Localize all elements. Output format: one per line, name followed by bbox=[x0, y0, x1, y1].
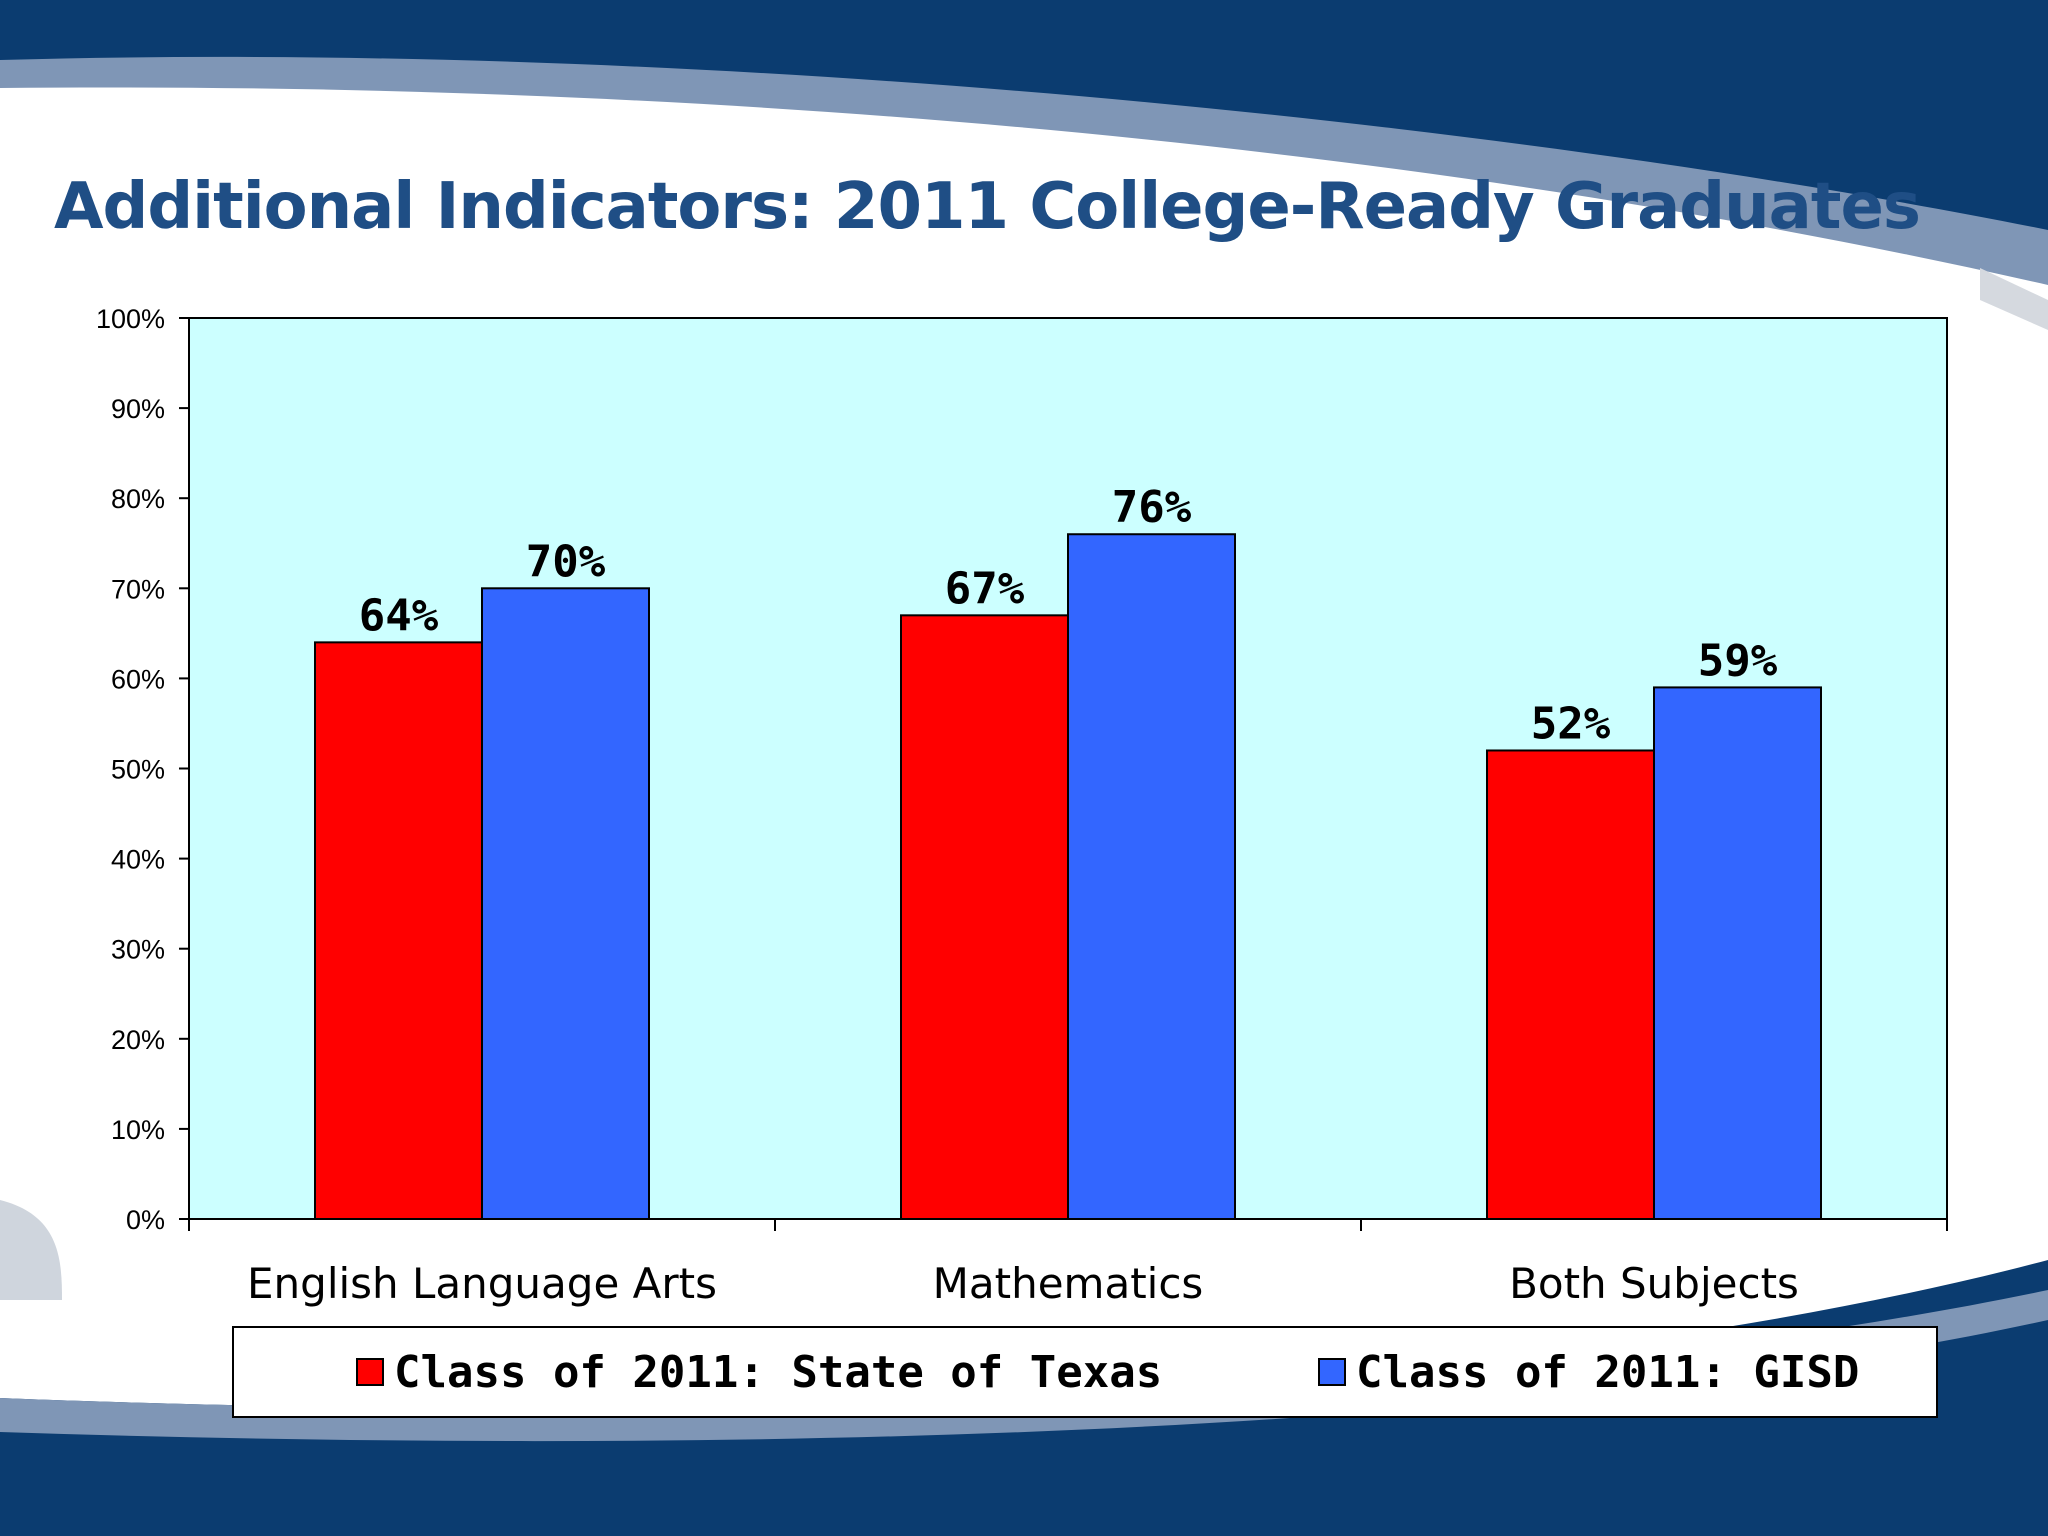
x-axis-category-label: English Language Arts bbox=[247, 1259, 717, 1308]
bar-data-label: 67% bbox=[945, 563, 1025, 614]
bar-data-label: 76% bbox=[1112, 482, 1192, 533]
legend-swatch-gisd bbox=[1318, 1358, 1346, 1386]
bar-data-label: 59% bbox=[1698, 635, 1778, 686]
x-axis-category-label: Mathematics bbox=[933, 1259, 1204, 1308]
bar bbox=[1067, 533, 1236, 1220]
y-axis-tick-label: 30% bbox=[111, 935, 165, 965]
bar bbox=[1486, 749, 1655, 1220]
y-axis-tick-label: 50% bbox=[111, 755, 165, 785]
bar bbox=[900, 614, 1069, 1220]
legend-item-gisd: Class of 2011: GISD bbox=[1318, 1328, 1859, 1416]
bar-data-label: 64% bbox=[359, 590, 439, 641]
side-accent bbox=[1980, 268, 2048, 330]
y-axis-tick-label: 90% bbox=[111, 394, 165, 424]
legend-swatch-state bbox=[356, 1358, 384, 1386]
bar bbox=[1653, 686, 1822, 1220]
y-axis-tick-label: 80% bbox=[111, 484, 165, 514]
y-axis-tick-label: 10% bbox=[111, 1115, 165, 1145]
left-accent bbox=[0, 1200, 62, 1300]
bar bbox=[481, 587, 650, 1220]
y-axis-tick-label: 20% bbox=[111, 1025, 165, 1055]
y-axis-tick-label: 60% bbox=[111, 664, 165, 694]
y-axis-tick-label: 70% bbox=[111, 574, 165, 604]
legend-label-state: Class of 2011: State of Texas bbox=[394, 1346, 1163, 1398]
bar-data-label: 70% bbox=[526, 536, 606, 587]
slide-title: Additional Indicators: 2011 College-Read… bbox=[54, 170, 1921, 244]
bar-data-label: 52% bbox=[1531, 698, 1611, 749]
bar bbox=[314, 641, 483, 1220]
chart-legend: Class of 2011: State of Texas Class of 2… bbox=[232, 1326, 1938, 1418]
y-axis-tick-label: 40% bbox=[111, 845, 165, 875]
y-axis-tick-label: 0% bbox=[126, 1205, 165, 1235]
legend-label-gisd: Class of 2011: GISD bbox=[1356, 1346, 1860, 1398]
x-axis-category-label: Both Subjects bbox=[1509, 1259, 1799, 1308]
legend-item-state: Class of 2011: State of Texas bbox=[356, 1328, 1162, 1416]
y-axis-tick-label: 100% bbox=[96, 304, 165, 334]
plot-area: 0% 10% 20% 30% 40% 50% 60% 70% 80% 90% 100% English… bbox=[96, 304, 1948, 1308]
